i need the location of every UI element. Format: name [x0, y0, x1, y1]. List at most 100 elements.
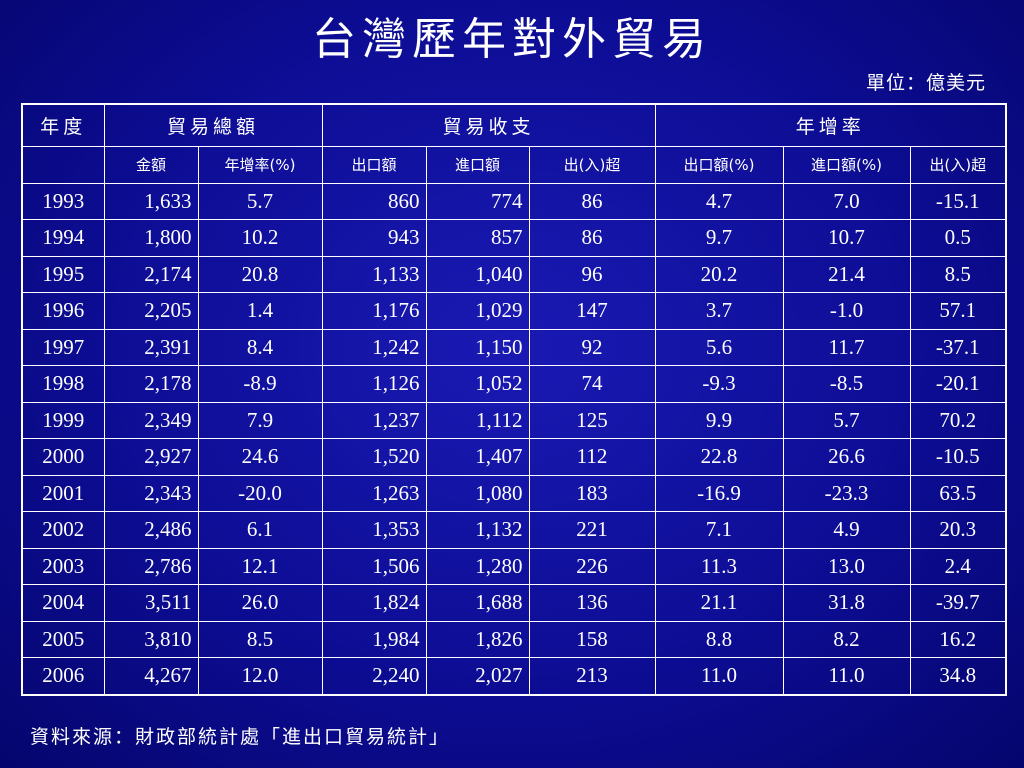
subheader-cell: 出口額 [321, 146, 427, 184]
value-cell: 125 [528, 401, 656, 439]
subheader-cell [21, 146, 105, 184]
header-row-top: 年度 貿易總額 貿易收支 年增率 [21, 103, 1007, 147]
value-cell: 12.1 [197, 547, 323, 585]
value-cell: 57.1 [909, 292, 1007, 330]
year-cell: 2006 [21, 657, 105, 695]
value-cell: 8.5 [909, 255, 1007, 293]
value-cell: 1,263 [321, 474, 427, 512]
value-cell: 1,506 [321, 547, 427, 585]
value-cell: 2,786 [103, 547, 199, 585]
value-cell: 1,052 [425, 365, 530, 403]
value-cell: -8.9 [197, 365, 323, 403]
value-cell: 1,824 [321, 584, 427, 622]
value-cell: 1,040 [425, 255, 530, 293]
value-cell: 1,132 [425, 511, 530, 549]
table-row: 1994 1,800 10.2 943 857 86 9.7 10.7 0.5 [21, 219, 1007, 257]
subheader-cell: 年增率(%) [197, 146, 323, 184]
value-cell: -16.9 [654, 474, 784, 512]
year-cell: 2003 [21, 547, 105, 585]
unit-label: 單位：億美元 [865, 72, 986, 94]
value-cell: 5.7 [782, 401, 911, 439]
table-row: 1999 2,349 7.9 1,237 1,112 125 9.9 5.7 70.2 [21, 401, 1007, 439]
table-row: 2004 3,511 26.0 1,824 1,688 136 21.1 31.8 -39.7 [21, 584, 1007, 622]
header-growth-rate: 年增率 [654, 103, 1007, 147]
value-cell: 31.8 [782, 584, 911, 622]
value-cell: 10.7 [782, 219, 911, 257]
value-cell: 4.7 [654, 182, 784, 220]
subheader-cell: 出(入)超 [528, 146, 656, 184]
value-cell: -15.1 [909, 182, 1007, 220]
value-cell: 24.6 [197, 438, 323, 476]
value-cell: 2,343 [103, 474, 199, 512]
value-cell: 1,633 [103, 182, 199, 220]
value-cell: 7.1 [654, 511, 784, 549]
value-cell: 86 [528, 219, 656, 257]
value-cell: 2,240 [321, 657, 427, 695]
value-cell: 96 [528, 255, 656, 293]
value-cell: 63.5 [909, 474, 1007, 512]
year-cell: 2004 [21, 584, 105, 622]
value-cell: 21.1 [654, 584, 784, 622]
value-cell: 1,688 [425, 584, 530, 622]
value-cell: 1,150 [425, 328, 530, 366]
value-cell: 2,178 [103, 365, 199, 403]
value-cell: 11.0 [654, 657, 784, 695]
value-cell: 1.4 [197, 292, 323, 330]
year-cell: 2002 [21, 511, 105, 549]
value-cell: 1,112 [425, 401, 530, 439]
table-row: 2001 2,343 -20.0 1,263 1,080 183 -16.9 -23.3 63.… [21, 474, 1007, 512]
value-cell: 5.7 [197, 182, 323, 220]
value-cell: 112 [528, 438, 656, 476]
value-cell: 213 [528, 657, 656, 695]
value-cell: -37.1 [909, 328, 1007, 366]
subheader-cell: 出口額(%) [654, 146, 784, 184]
value-cell: -20.1 [909, 365, 1007, 403]
table-row: 1995 2,174 20.8 1,133 1,040 96 20.2 21.4 8.5 [21, 255, 1007, 293]
value-cell: 226 [528, 547, 656, 585]
year-cell: 1998 [21, 365, 105, 403]
value-cell: 7.0 [782, 182, 911, 220]
subheader-cell: 進口額 [425, 146, 530, 184]
value-cell: 8.5 [197, 620, 323, 658]
value-cell: 1,984 [321, 620, 427, 658]
value-cell: 3,511 [103, 584, 199, 622]
table-row: 2005 3,810 8.5 1,984 1,826 158 8.8 8.2 16.2 [21, 620, 1007, 658]
slide-title: 台灣歷年對外貿易 [312, 14, 712, 65]
value-cell: 2,349 [103, 401, 199, 439]
value-cell: 183 [528, 474, 656, 512]
subheader-cell: 進口額(%) [782, 146, 911, 184]
value-cell: 22.8 [654, 438, 784, 476]
value-cell: 26.0 [197, 584, 323, 622]
value-cell: 7.9 [197, 401, 323, 439]
table-row: 2003 2,786 12.1 1,506 1,280 226 11.3 13.0 2.4 [21, 547, 1007, 585]
value-cell: 20.2 [654, 255, 784, 293]
value-cell: 1,353 [321, 511, 427, 549]
year-cell: 2000 [21, 438, 105, 476]
year-cell: 2005 [21, 620, 105, 658]
value-cell: 1,280 [425, 547, 530, 585]
value-cell: 943 [321, 219, 427, 257]
value-cell: -8.5 [782, 365, 911, 403]
value-cell: 2.4 [909, 547, 1007, 585]
value-cell: 1,080 [425, 474, 530, 512]
value-cell: 1,237 [321, 401, 427, 439]
value-cell: 20.3 [909, 511, 1007, 549]
value-cell: 70.2 [909, 401, 1007, 439]
year-cell: 1994 [21, 219, 105, 257]
trade-table: 年度 貿易總額 貿易收支 年增率 金額 年增率(%) 出口額 進口額 出(入)超… [21, 103, 1008, 696]
year-cell: 1993 [21, 182, 105, 220]
source-note: 資料來源：財政部統計處「進出口貿易統計」 [30, 726, 451, 748]
header-year: 年度 [21, 103, 105, 147]
value-cell: 2,174 [103, 255, 199, 293]
value-cell: 12.0 [197, 657, 323, 695]
value-cell: 158 [528, 620, 656, 658]
value-cell: 860 [321, 182, 427, 220]
value-cell: -10.5 [909, 438, 1007, 476]
value-cell: 0.5 [909, 219, 1007, 257]
value-cell: 1,800 [103, 219, 199, 257]
value-cell: 86 [528, 182, 656, 220]
value-cell: 1,242 [321, 328, 427, 366]
year-cell: 1999 [21, 401, 105, 439]
value-cell: 1,520 [321, 438, 427, 476]
value-cell: 4,267 [103, 657, 199, 695]
